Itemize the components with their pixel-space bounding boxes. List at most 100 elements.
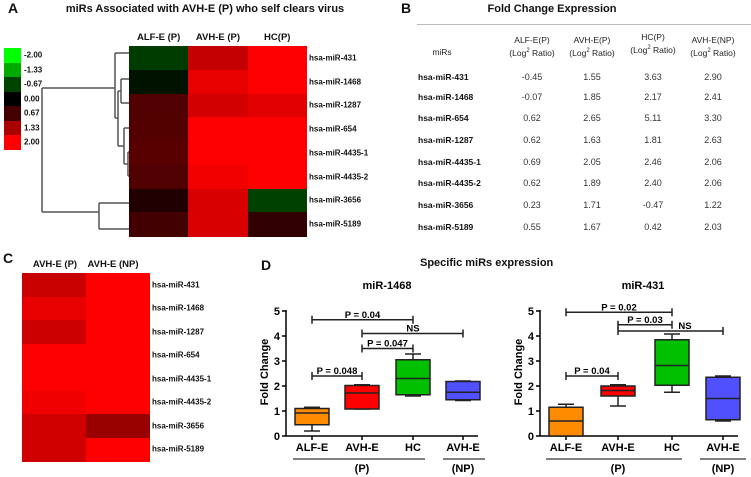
heatmap-cell [188,69,249,94]
table-cell: 2.17 [644,92,662,102]
table-cell: 0.69 [523,157,541,167]
heatmap-cell [22,296,86,321]
table-cell: 2.06 [704,157,722,167]
table-cell: 1.71 [583,200,601,210]
table-cell: 2.03 [704,222,722,232]
unit-prefix: (Log [569,47,587,58]
legend-swatch [4,91,21,106]
x-tick-label: HC [405,442,421,454]
heatmap-cell [188,46,249,71]
unit-superscript: 2 [526,48,530,54]
significance-bracket [311,315,414,324]
table-cell: -0.47 [642,200,664,210]
heatmap-cell [247,188,308,213]
significance-label: P = 0.047 [367,339,408,350]
table-cell: 0.55 [523,222,541,232]
table-cell: 2.40 [644,178,662,188]
y-tick-label: 4 [274,331,281,343]
x-tick-label: AVH-E [345,442,378,454]
significance-label: P = 0.03 [627,315,662,326]
heatmap-cell [129,164,189,189]
unit-superscript: 2 [647,45,651,51]
heatmap-cell [129,69,189,94]
y-tick-label: 1 [274,406,280,418]
row-label: hsa-miR-431 [309,53,357,63]
table-row-mir: hsa-miR-1287 [418,135,474,145]
table-cell: 1.89 [583,178,601,188]
heatmap-cell [188,93,249,118]
box [395,359,431,396]
group-label-np: (NP) [712,463,735,475]
legend-label: 1.33 [24,123,40,132]
table-cell: 0.23 [523,200,541,210]
y-tick-label: 3 [274,356,280,368]
table-row-mir: hsa-miR-3656 [418,200,474,210]
heatmap-cell [129,117,189,142]
legend-label: -0.67 [24,79,43,89]
row-label: hsa-miR-431 [152,280,200,290]
heatmap-cell [85,367,150,391]
header-name: AVH-E(NP) [691,35,735,45]
heatmap-cell [85,437,150,462]
x-tick-label: ALF-E [296,442,328,454]
column-label: ALF-E (P) [137,32,181,43]
header-unit: (Log2 Ratio) [569,46,614,59]
row-label: hsa-miR-1468 [309,77,362,87]
table-header: ALF-E(P) (Log2 Ratio) [509,35,554,59]
y-tick-label: 4 [528,331,535,343]
y-tick-label: 1 [528,406,534,418]
table-cell: -0.45 [521,72,543,82]
table-row-mir: hsa-miR-654 [418,113,469,123]
heatmap-cell [22,390,86,415]
table-header: HC(P) (Log2 Ratio) [630,32,675,56]
table-row-mir: hsa-miR-431 [418,72,469,82]
significance-bracket [311,372,363,380]
unit-suffix: Ratio) [710,47,736,58]
legend-label: 0.67 [24,108,40,118]
table-cell: 1.22 [704,200,722,210]
legend-swatch [4,77,21,92]
table-cell: 1.81 [644,135,662,145]
row-label: hsa-miR-4435-2 [152,397,212,407]
legend-label: 2.00 [24,137,40,147]
row-label: hsa-miR-1287 [152,327,205,337]
significance-label: P = 0.02 [601,302,636,313]
heatmap-cell [85,320,150,344]
heatmap-cell [247,46,308,71]
table-cell: 2.65 [583,113,601,123]
table-cell: 2.41 [704,92,722,102]
legend-label: -1.33 [24,65,43,74]
header-name: HC(P) [641,32,665,42]
heatmap-cell [85,273,150,297]
heatmap-cell [247,212,308,237]
table-cell: 1.55 [583,72,601,82]
row-label: hsa-miR-5189 [309,219,362,229]
significance-label: NS [678,321,691,332]
unit-suffix: Ratio) [589,47,615,58]
table-cell: 0.62 [523,178,541,188]
table-header: AVH-E(NP) (Log2 Ratio) [690,35,735,59]
unit-superscript: 2 [707,48,711,54]
row-label: hsa-miR-1287 [309,100,362,110]
heatmap-cell [247,69,308,94]
table-cell: -0.07 [521,92,543,102]
x-tick-label: ALF-E [550,442,582,454]
table-cell: 2.46 [644,157,662,167]
table-cell: 3.30 [704,113,722,123]
row-label: hsa-miR-3656 [152,421,205,431]
legend-label: -2.00 [24,50,43,60]
heatmap-cell [22,367,86,391]
table-title: Fold Change Expression [487,3,617,15]
row-label: hsa-miR-654 [152,350,200,360]
legend-swatch [4,135,21,150]
table-top-rule [417,24,751,25]
box [294,407,330,426]
chart-title: miR-431 [622,280,665,292]
heatmap-cell [22,414,86,438]
legend-swatch [4,106,21,121]
significance-bracket [617,320,673,329]
heatmap-cell [247,141,308,166]
heatmap-cell [22,273,86,297]
table-cell: 3.63 [644,72,662,82]
